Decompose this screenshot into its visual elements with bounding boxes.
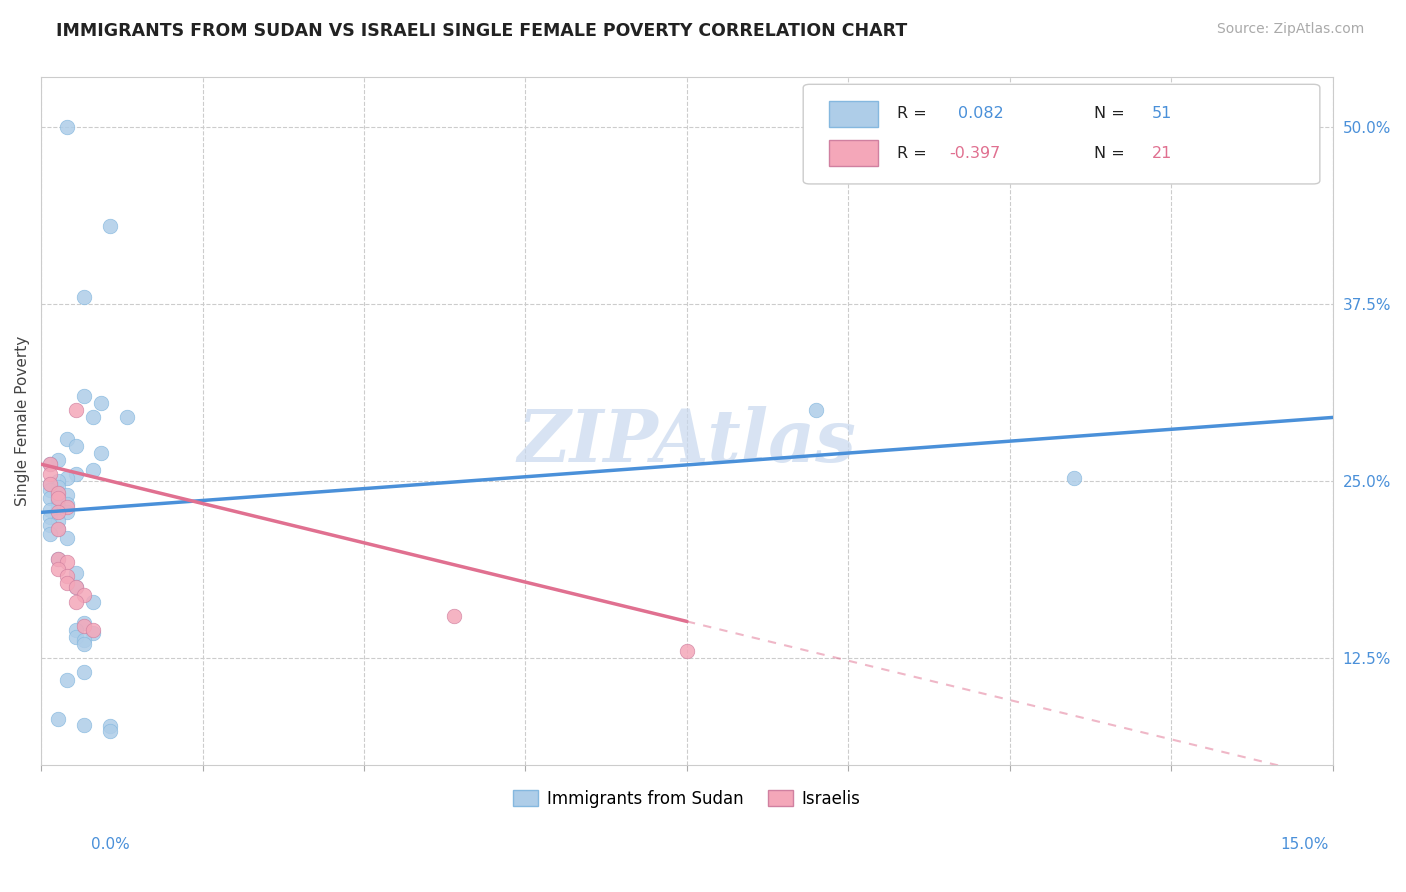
- Point: [46, 485, 69, 500]
- Point: [56, 471, 79, 485]
- Point: [46, 522, 69, 536]
- Text: ZIPAtlas: ZIPAtlas: [517, 406, 856, 477]
- Point: [90, 396, 112, 410]
- Point: [443, 608, 465, 623]
- Point: [38, 477, 60, 491]
- Point: [46, 474, 69, 488]
- Point: [65, 623, 87, 637]
- Point: [65, 581, 87, 595]
- Point: [65, 581, 87, 595]
- Point: [56, 673, 79, 687]
- Point: [46, 491, 69, 506]
- Point: [115, 410, 138, 425]
- Point: [46, 494, 69, 508]
- Point: [56, 488, 79, 502]
- Point: [65, 566, 87, 581]
- Point: [38, 509, 60, 524]
- Point: [98, 719, 121, 733]
- Point: [56, 497, 79, 511]
- Point: [73, 389, 96, 403]
- Text: 51: 51: [1152, 106, 1173, 121]
- Point: [46, 480, 69, 494]
- Point: [38, 526, 60, 541]
- Point: [65, 439, 87, 453]
- Point: [46, 712, 69, 726]
- Text: -0.397: -0.397: [949, 145, 1001, 161]
- Text: Source: ZipAtlas.com: Source: ZipAtlas.com: [1216, 22, 1364, 37]
- Text: R =: R =: [897, 145, 932, 161]
- Point: [38, 467, 60, 482]
- Point: [73, 290, 96, 304]
- Point: [46, 485, 69, 500]
- Point: [56, 500, 79, 514]
- Point: [73, 615, 96, 630]
- Point: [38, 502, 60, 516]
- Point: [65, 630, 87, 644]
- Legend: Immigrants from Sudan, Israelis: Immigrants from Sudan, Israelis: [506, 783, 868, 814]
- Bar: [830, 140, 879, 166]
- Text: N =: N =: [1094, 106, 1129, 121]
- Point: [90, 446, 112, 460]
- Point: [56, 555, 79, 569]
- Point: [46, 505, 69, 519]
- Point: [56, 432, 79, 446]
- Point: [73, 587, 96, 601]
- Point: [38, 457, 60, 471]
- Text: R =: R =: [897, 106, 938, 121]
- Point: [98, 219, 121, 234]
- Text: 0.0%: 0.0%: [91, 837, 131, 852]
- Point: [46, 562, 69, 576]
- Point: [73, 618, 96, 632]
- Point: [65, 403, 87, 417]
- Point: [46, 552, 69, 566]
- Point: [46, 514, 69, 528]
- Text: N =: N =: [1094, 145, 1129, 161]
- Bar: [830, 101, 879, 127]
- Point: [38, 491, 60, 506]
- Point: [82, 623, 104, 637]
- Point: [73, 718, 96, 732]
- Point: [38, 457, 60, 471]
- Point: [46, 552, 69, 566]
- Point: [56, 576, 79, 591]
- Point: [65, 467, 87, 482]
- Point: [82, 410, 104, 425]
- Point: [46, 522, 69, 536]
- Point: [82, 625, 104, 640]
- Point: [46, 453, 69, 467]
- Point: [73, 637, 96, 651]
- Point: [676, 644, 699, 658]
- Point: [56, 569, 79, 583]
- Point: [38, 483, 60, 497]
- Text: 15.0%: 15.0%: [1281, 837, 1329, 852]
- Point: [82, 594, 104, 608]
- Point: [98, 723, 121, 738]
- Point: [56, 120, 79, 134]
- Text: 21: 21: [1152, 145, 1173, 161]
- Point: [73, 665, 96, 680]
- Point: [65, 594, 87, 608]
- Point: [73, 632, 96, 647]
- Text: IMMIGRANTS FROM SUDAN VS ISRAELI SINGLE FEMALE POVERTY CORRELATION CHART: IMMIGRANTS FROM SUDAN VS ISRAELI SINGLE …: [56, 22, 907, 40]
- Point: [38, 477, 60, 491]
- Point: [1063, 471, 1085, 485]
- Y-axis label: Single Female Poverty: Single Female Poverty: [15, 336, 30, 506]
- Point: [804, 403, 827, 417]
- FancyBboxPatch shape: [803, 85, 1320, 184]
- Point: [82, 463, 104, 477]
- Point: [56, 505, 79, 519]
- Point: [38, 518, 60, 533]
- Point: [56, 531, 79, 545]
- Text: 0.082: 0.082: [959, 106, 1004, 121]
- Point: [46, 500, 69, 514]
